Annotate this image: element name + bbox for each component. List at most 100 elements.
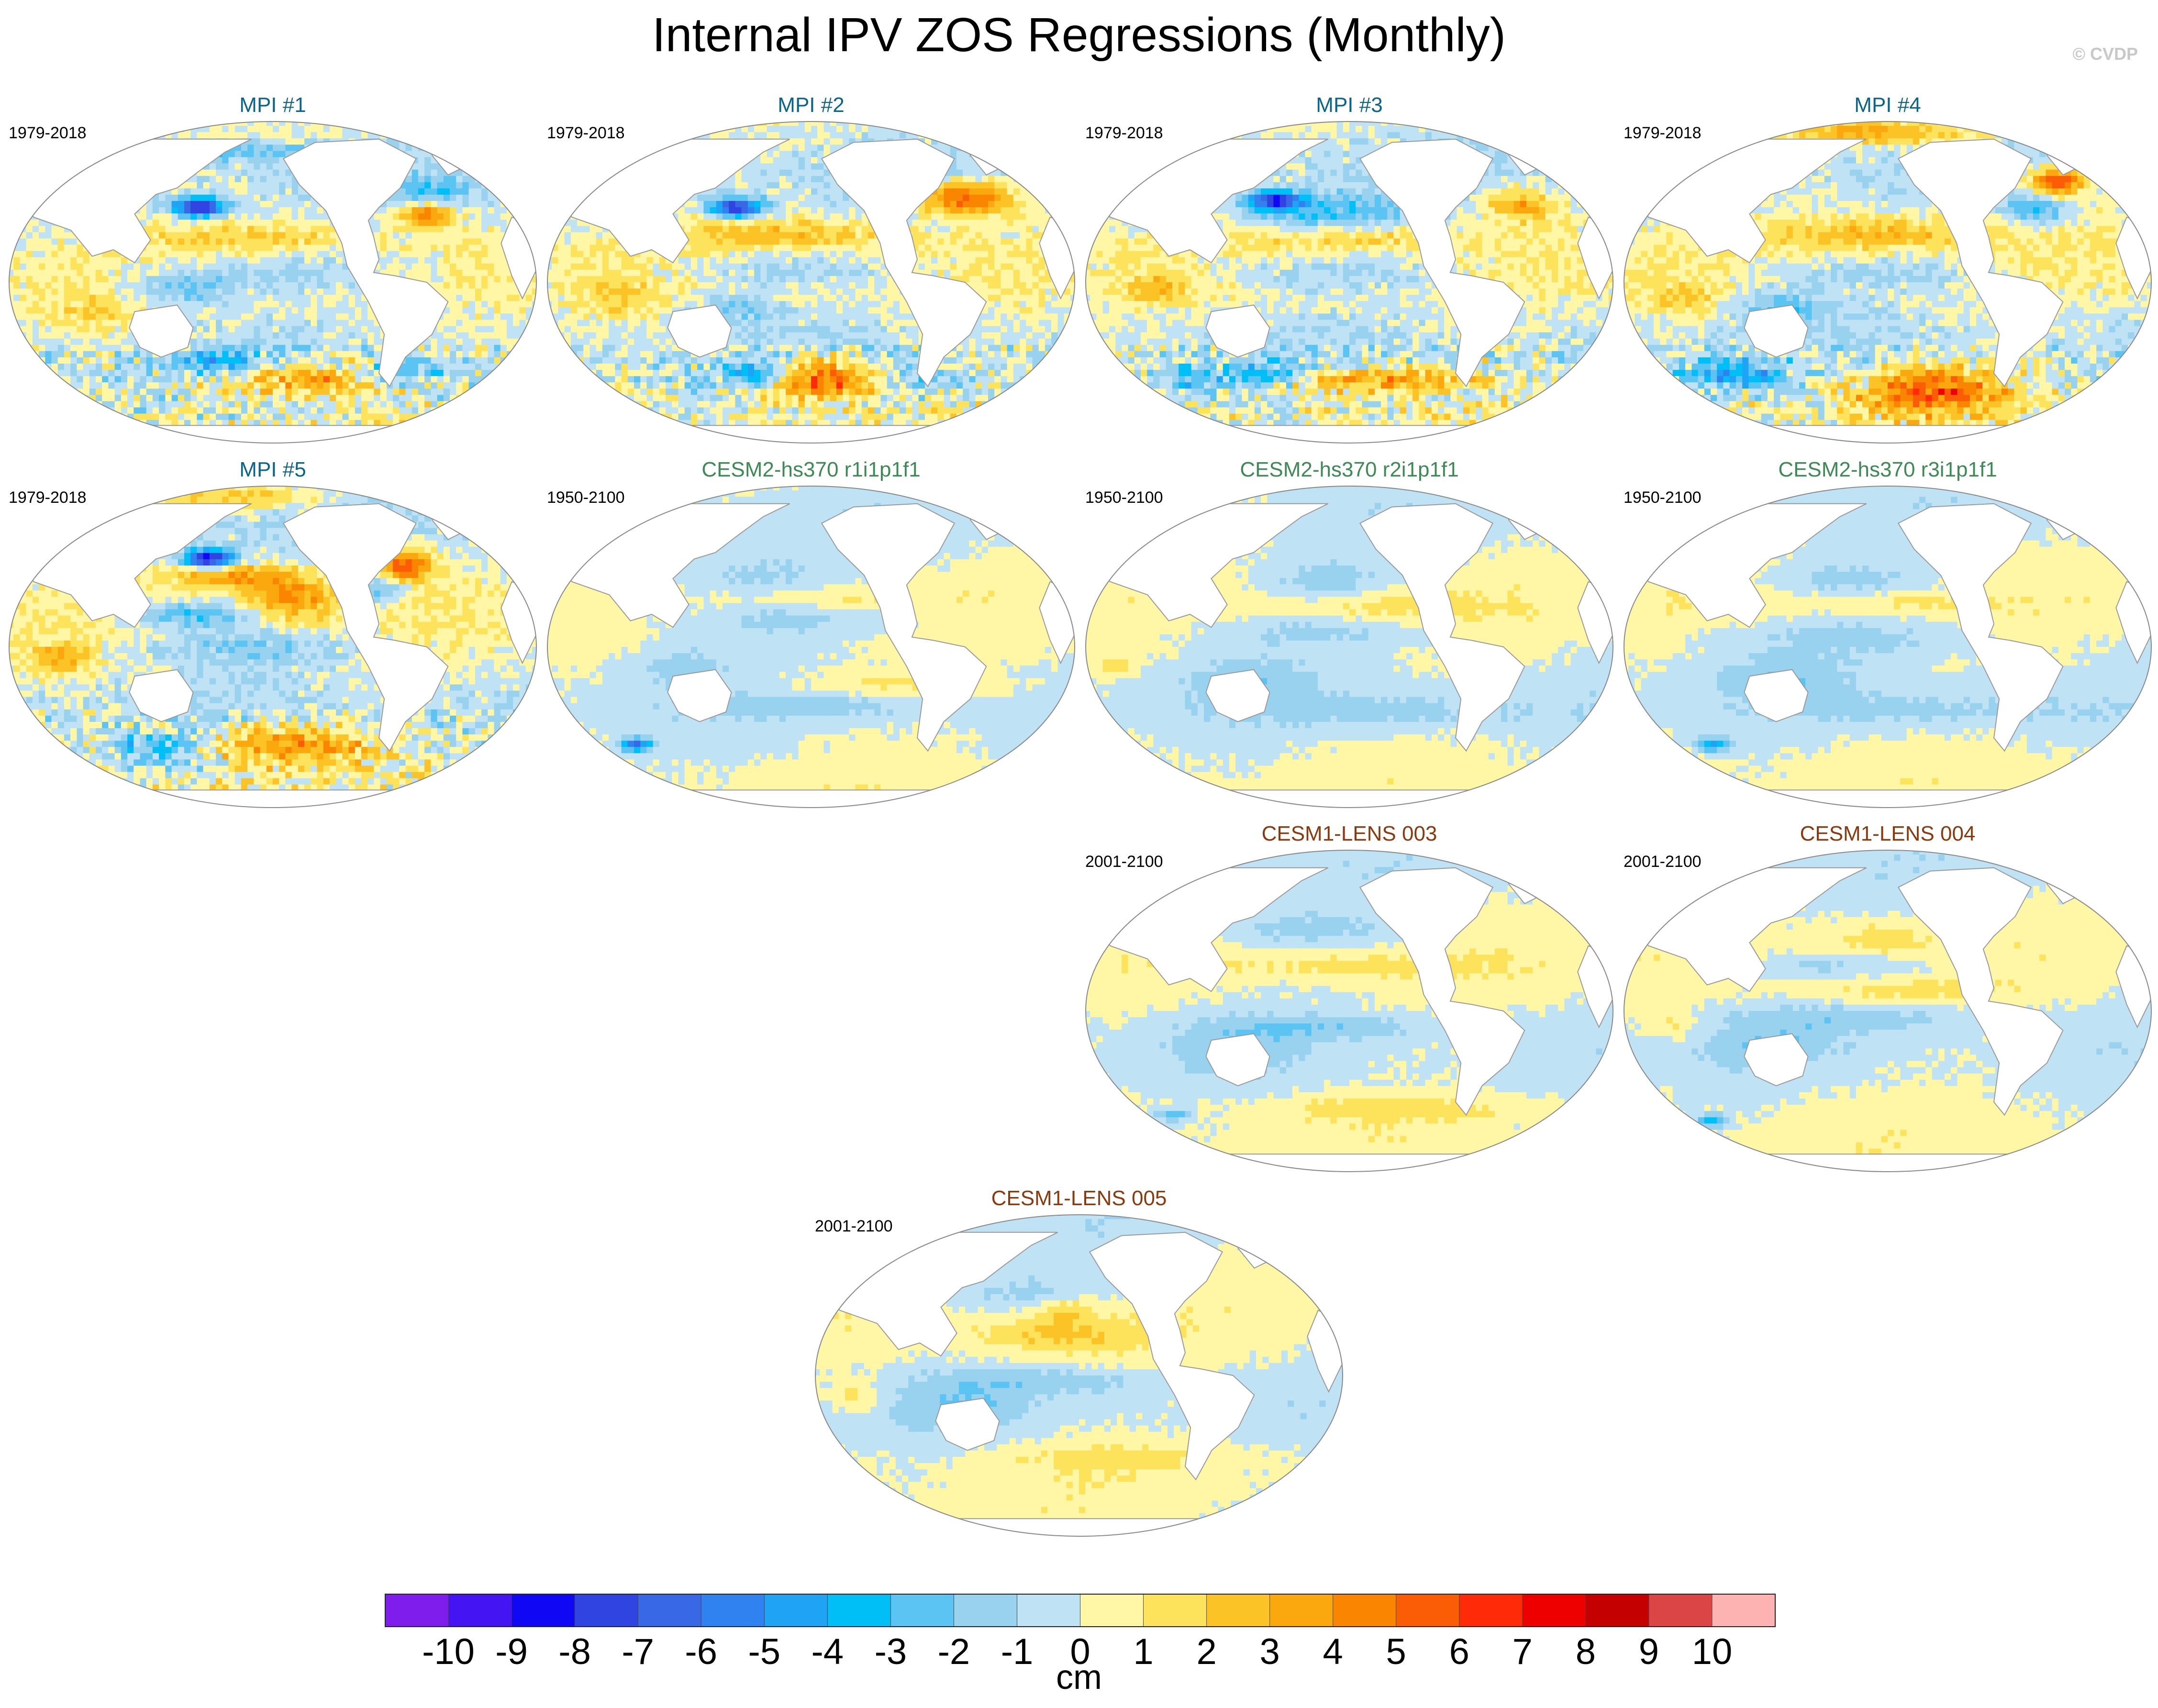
colorbar-tick-label: 4 bbox=[1323, 1631, 1343, 1672]
colorbar-tick-label: -8 bbox=[558, 1631, 591, 1672]
colorbar-tick-label: 8 bbox=[1576, 1631, 1596, 1672]
australia-landmass bbox=[1205, 669, 1270, 722]
map-panel-lens003 bbox=[1085, 850, 1613, 1172]
panel-period-lens004: 2001-2100 bbox=[1624, 852, 1702, 871]
americas-landmass bbox=[821, 503, 987, 752]
colorbar-box bbox=[1712, 1594, 1776, 1627]
panel-period-cesm2-r3: 1950-2100 bbox=[1624, 488, 1702, 507]
map-panel-cesm2-r1 bbox=[547, 486, 1075, 808]
colorbar-box bbox=[1269, 1594, 1334, 1627]
panel-title-lens005: CESM1-LENS 005 bbox=[816, 1185, 1342, 1212]
panel-period-mpi4: 1979-2018 bbox=[1624, 123, 1702, 143]
colorbar-box bbox=[448, 1594, 512, 1627]
americas-landmass bbox=[1897, 867, 2064, 1116]
colorbar-box bbox=[827, 1594, 891, 1627]
colorbar-tick-label: 2 bbox=[1196, 1631, 1216, 1672]
colorbar-tick-label: -3 bbox=[875, 1631, 907, 1672]
panel-title-cesm2-r3: CESM2-hs370 r3i1p1f1 bbox=[1624, 456, 2151, 483]
colorbar-tick-label: 7 bbox=[1513, 1631, 1533, 1672]
australia-landmass bbox=[1205, 304, 1270, 358]
americas-landmass bbox=[282, 503, 449, 752]
colorbar-box bbox=[637, 1594, 702, 1627]
panel-title-mpi1: MPI #1 bbox=[10, 92, 536, 119]
map-panel-mpi1 bbox=[9, 121, 537, 444]
colorbar-tick-label: 10 bbox=[1692, 1631, 1733, 1672]
map-panel-mpi3 bbox=[1085, 121, 1613, 444]
colorbar-tick-label: 6 bbox=[1449, 1631, 1469, 1672]
americas-landmass bbox=[1897, 138, 2064, 388]
australia-landmass bbox=[1744, 1033, 1809, 1087]
colorbar-box bbox=[385, 1594, 449, 1627]
panel-period-mpi1: 1979-2018 bbox=[9, 123, 87, 143]
americas-landmass bbox=[821, 138, 987, 388]
panel-period-mpi3: 1979-2018 bbox=[1085, 123, 1163, 143]
americas-landmass bbox=[1359, 138, 1525, 388]
panel-title-lens004: CESM1-LENS 004 bbox=[1624, 821, 2151, 847]
australia-landmass bbox=[667, 304, 732, 358]
colorbar-box bbox=[1143, 1594, 1207, 1627]
colorbar-box bbox=[574, 1594, 639, 1627]
colorbar-box bbox=[1206, 1594, 1270, 1627]
panel-period-cesm2-r1: 1950-2100 bbox=[547, 488, 625, 507]
panel-period-lens003: 2001-2100 bbox=[1085, 852, 1163, 871]
australia-landmass bbox=[129, 304, 194, 358]
panel-title-mpi4: MPI #4 bbox=[1624, 92, 2151, 119]
colorbar-box bbox=[1648, 1594, 1713, 1627]
colorbar-box bbox=[890, 1594, 955, 1627]
colorbar-box bbox=[1333, 1594, 1397, 1627]
panel-period-lens005: 2001-2100 bbox=[815, 1217, 893, 1236]
map-panel-cesm2-r3 bbox=[1624, 486, 2152, 808]
colorbar-box bbox=[1080, 1594, 1144, 1627]
colorbar-tick-label: -7 bbox=[622, 1631, 654, 1672]
americas-landmass bbox=[1359, 503, 1525, 752]
colorbar-tick-label: -9 bbox=[495, 1631, 528, 1672]
colorbar-tick-label: 9 bbox=[1639, 1631, 1659, 1672]
map-panel-mpi2 bbox=[547, 121, 1075, 444]
australia-landmass bbox=[1744, 304, 1809, 358]
panel-title-cesm2-r2: CESM2-hs370 r2i1p1f1 bbox=[1086, 456, 1613, 483]
colorbar-box bbox=[764, 1594, 828, 1627]
australia-landmass bbox=[1205, 1033, 1270, 1087]
colorbar-box bbox=[511, 1594, 576, 1627]
colorbar-tick-label: 0 bbox=[1070, 1631, 1090, 1672]
panel-title-mpi5: MPI #5 bbox=[10, 456, 536, 483]
panel-title-mpi2: MPI #2 bbox=[548, 92, 1074, 119]
colorbar-tick-label: 5 bbox=[1386, 1631, 1406, 1672]
americas-landmass bbox=[1089, 1231, 1255, 1481]
map-panel-cesm2-r2 bbox=[1085, 486, 1613, 808]
figure-title: Internal IPV ZOS Regressions (Monthly) bbox=[0, 4, 2158, 66]
australia-landmass bbox=[935, 1397, 1000, 1451]
map-panel-mpi5 bbox=[9, 486, 537, 808]
map-panel-mpi4 bbox=[1624, 121, 2152, 444]
colorbar-tick-label: -10 bbox=[422, 1631, 475, 1672]
australia-landmass bbox=[1744, 669, 1809, 722]
colorbar-box bbox=[1459, 1594, 1523, 1627]
colorbar-box bbox=[1017, 1594, 1081, 1627]
colorbar-box bbox=[701, 1594, 765, 1627]
map-panel-lens005 bbox=[815, 1214, 1343, 1537]
colorbar-box bbox=[1396, 1594, 1460, 1627]
colorbar-tick-label: 3 bbox=[1259, 1631, 1279, 1672]
panel-period-mpi5: 1979-2018 bbox=[9, 488, 87, 507]
colorbar-tick-label: -1 bbox=[1001, 1631, 1034, 1672]
australia-landmass bbox=[667, 669, 732, 722]
map-panel-lens004 bbox=[1624, 850, 2152, 1172]
americas-landmass bbox=[282, 138, 449, 388]
colorbar-box bbox=[1585, 1594, 1649, 1627]
panel-title-mpi3: MPI #3 bbox=[1086, 92, 1613, 119]
panel-period-cesm2-r2: 1950-2100 bbox=[1085, 488, 1163, 507]
colorbar-tick-label: 1 bbox=[1133, 1631, 1153, 1672]
colorbar-tick-label: -5 bbox=[748, 1631, 781, 1672]
colorbar-units-label: cm bbox=[1031, 1658, 1127, 1697]
americas-landmass bbox=[1359, 867, 1525, 1116]
australia-landmass bbox=[129, 669, 194, 722]
colorbar-tick-label: -4 bbox=[812, 1631, 844, 1672]
americas-landmass bbox=[1897, 503, 2064, 752]
colorbar-tick-label: -2 bbox=[938, 1631, 970, 1672]
colorbar-box bbox=[1522, 1594, 1586, 1627]
panel-title-cesm2-r1: CESM2-hs370 r1i1p1f1 bbox=[548, 456, 1074, 483]
colorbar-box bbox=[953, 1594, 1018, 1627]
panel-period-mpi2: 1979-2018 bbox=[547, 123, 625, 143]
